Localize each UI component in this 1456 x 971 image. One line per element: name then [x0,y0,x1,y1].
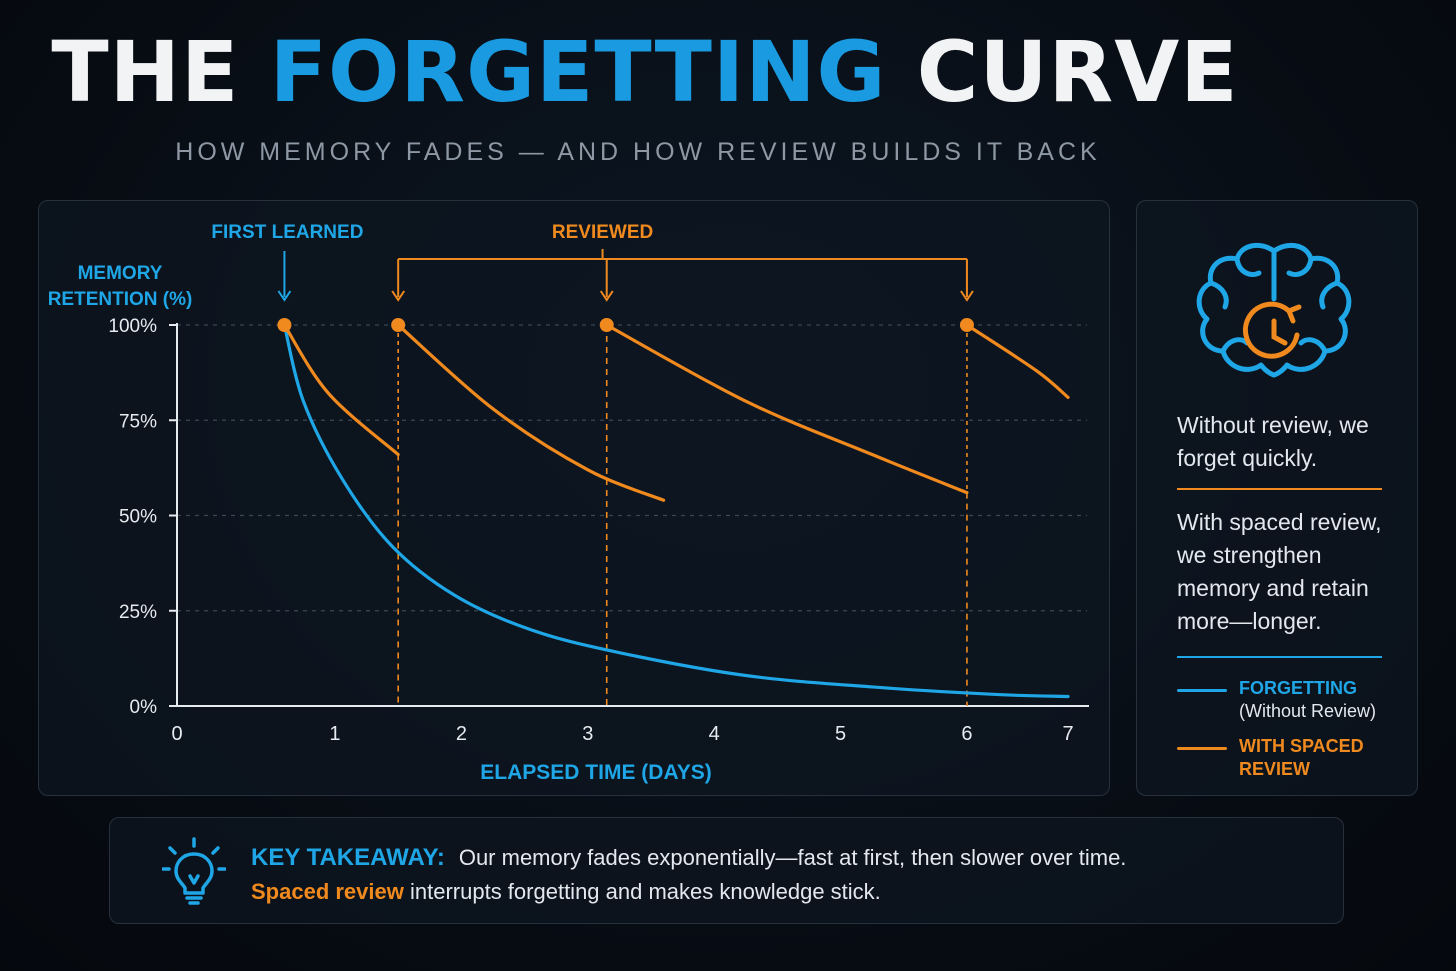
review-point [277,318,292,332]
y-tick-label: 100% [108,316,157,337]
page-title: THE FORGETTING CURVE [0,30,1290,114]
takeaway-line-1: KEY TAKEAWAY: Our memory fades exponentia… [251,844,1126,872]
with-review-text: With spaced review, we strengthen memory… [1177,509,1382,634]
forgetting-curve-chart: 0% 25% 50% 75% 100% 0 1 2 3 4 5 6 7 MEMORY RETENTION (… [48,222,1089,784]
brain-clock-icon [1196,242,1352,378]
title-word-forgetting: FORGETTING [269,23,887,121]
blue-divider [1177,656,1382,658]
legend-item-review: WITH SPACED REVIEW [1177,735,1364,781]
reviewed-label: REVIEWED [552,222,653,243]
x-tick-label: 2 [456,723,467,745]
x-tick-label: 1 [329,723,340,745]
y-tick-label: 75% [119,411,157,432]
legend-line-forgetting [1177,689,1227,692]
legend-item-forgetting: FORGETTING (Without Review) [1177,677,1376,723]
first-learned-label: FIRST LEARNED [211,222,363,243]
orange-divider [1177,488,1382,490]
takeaway-line-2: Spaced review interrupts forgetting and … [251,879,881,905]
review-point [599,318,614,332]
x-tick-label: 3 [582,723,593,745]
takeaway-title: KEY TAKEAWAY: [251,844,445,871]
reviewed-arrow-head [960,290,974,302]
side-panel: Without review, we forget quickly. With … [1136,200,1418,796]
legend-label-review-2: REVIEW [1239,759,1311,779]
x-tick-label: 0 [171,723,182,745]
takeaway-text-1: Our memory fades exponentially—fast at f… [458,845,1127,870]
x-tick-label: 5 [835,723,846,745]
takeaway-text-2: interrupts forgetting and makes knowledg… [403,879,881,904]
forgetting-curve-line [282,323,1070,699]
without-review-text: Without review, we forget quickly. [1177,412,1369,471]
legend-line-review [1177,747,1227,750]
page-subtitle: HOW MEMORY FADES — AND HOW REVIEW BUILDS… [175,138,1101,166]
takeaway-panel: KEY TAKEAWAY: Our memory fades exponentia… [109,817,1344,924]
lightbulb-icon [162,837,226,905]
review-point [959,318,974,332]
reviewed-arrow-head [599,290,614,302]
legend-sublabel-forgetting: (Without Review) [1239,701,1377,721]
reviewed-arrow-head [391,290,406,302]
first-learned-arrow-head [277,290,292,302]
y-tick-label: 25% [119,602,157,623]
chart-panel: 0% 25% 50% 75% 100% 0 1 2 3 4 5 6 7 MEMORY RETENTION (… [38,200,1110,796]
legend-label-forgetting: FORGETTING [1239,678,1357,698]
y-axis-label-line2: RETENTION (%) [48,289,193,310]
review-curve-segment [396,323,666,502]
x-tick-label: 4 [709,723,720,745]
y-tick-label: 0% [130,697,158,718]
review-curve-segment [965,323,1070,399]
review-curve-segment [605,323,969,495]
x-tick-label: 7 [1062,723,1073,745]
legend-label-review: WITH SPACED [1239,736,1364,756]
y-tick-label: 50% [119,507,157,528]
takeaway-highlight: Spaced review [251,879,404,904]
y-axis-label-line1: MEMORY [78,263,163,284]
x-tick-label: 6 [961,723,972,745]
title-word-curve: CURVE [916,23,1239,121]
title-word-the: THE [51,23,240,121]
x-axis-label: ELAPSED TIME (DAYS) [480,761,711,784]
review-curve-segment [282,323,400,457]
review-point [391,318,406,332]
